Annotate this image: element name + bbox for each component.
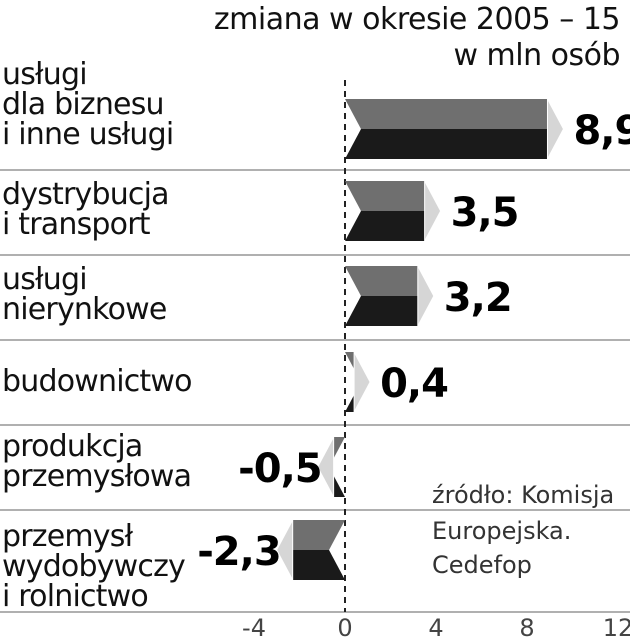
x-tick-label-4: 12 [603, 614, 630, 640]
value-label-1: 3,5 [451, 190, 519, 236]
category-label-2: usługi nierynkowe [2, 262, 167, 327]
chart-title: zmiana w okresie 2005 – 15 [213, 2, 621, 37]
category-label-1: dystrybucja i transport [2, 177, 170, 242]
bar-0-cap [546, 98, 565, 160]
x-tick-label-2: 4 [428, 614, 443, 640]
chart-subtitle: w mln osób [453, 38, 620, 73]
value-label-0: 8,9 [573, 108, 630, 154]
bar-0-bottom [345, 129, 564, 159]
category-label-5: przemysł wydobywczy i rolnictwo [2, 519, 186, 614]
bar-2-bottom [345, 296, 434, 326]
bar-0-top [345, 99, 564, 129]
x-tick-label-3: 8 [519, 614, 534, 640]
source-line-1: źródło: Komisja [432, 481, 615, 509]
source-line-3: Cedefop [432, 551, 532, 579]
bar-1-bottom [345, 211, 441, 241]
source-line-2: Europejska. [432, 517, 572, 545]
category-label-4: produkcja przemysłowa [2, 429, 192, 494]
category-label-0: usługi dla biznesu i inne usługi [2, 57, 174, 152]
bar-3-cap [353, 351, 371, 413]
bar-1-cap [424, 180, 442, 242]
category-label-3: budownictwo [2, 364, 192, 399]
bar-4-cap [317, 436, 335, 498]
value-label-3: 0,4 [380, 361, 448, 407]
bar-5-bottom [276, 550, 345, 580]
bar-2-top [345, 266, 434, 296]
bar-1-top [345, 181, 441, 211]
bar-2-cap [417, 265, 435, 327]
value-label-4: -0,5 [238, 446, 321, 492]
value-label-2: 3,2 [444, 275, 512, 321]
bar-5-cap [276, 519, 294, 581]
x-tick-label-1: 0 [337, 614, 352, 640]
value-label-5: -2,3 [197, 529, 280, 575]
x-tick-label-0: -4 [242, 614, 266, 640]
bar-5-top [276, 520, 345, 550]
